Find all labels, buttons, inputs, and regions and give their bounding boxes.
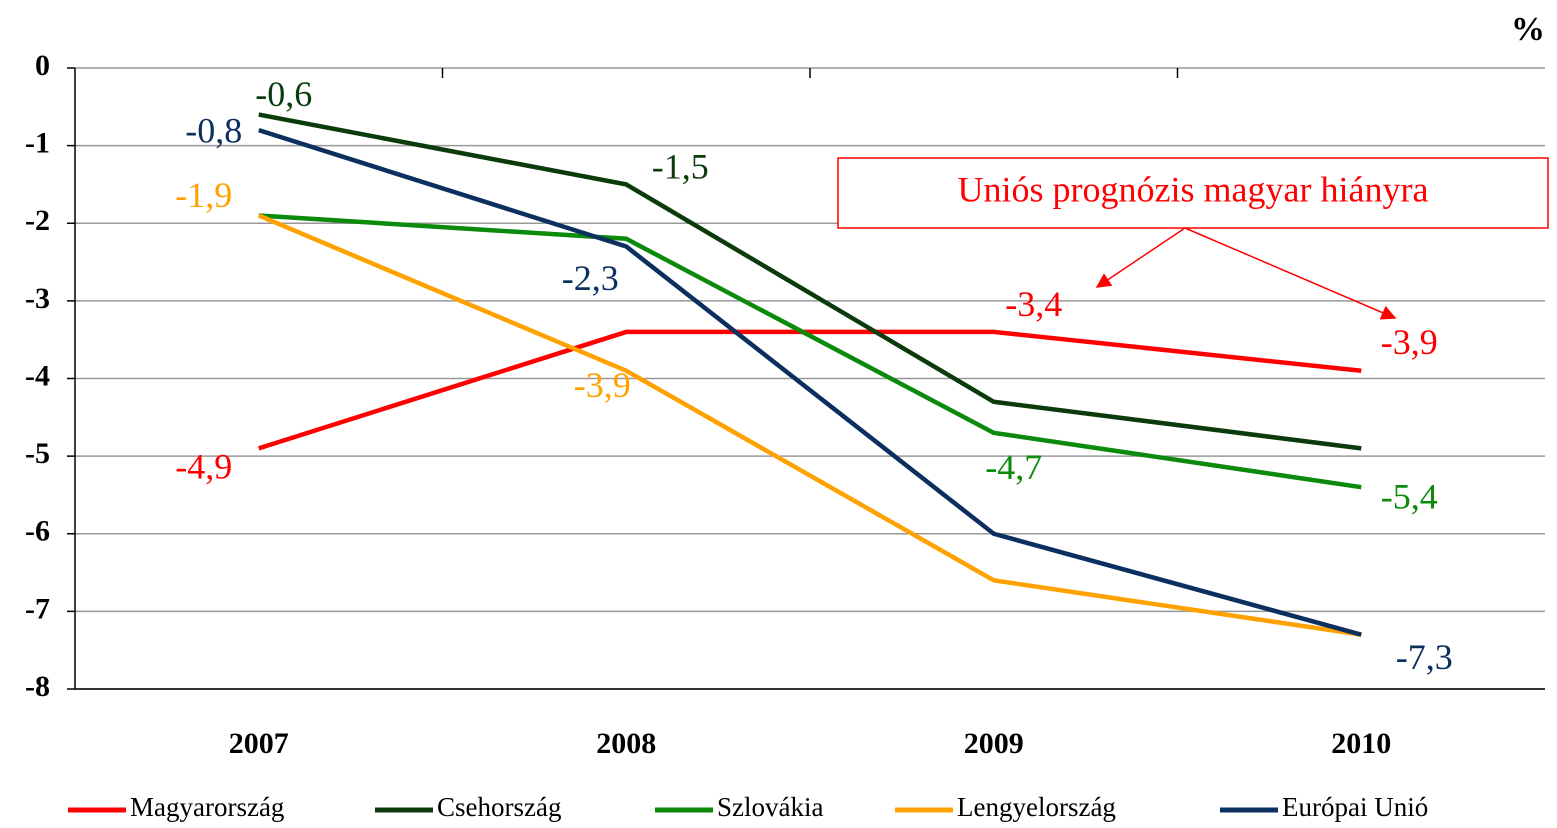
data-label: -0,6 <box>255 74 312 114</box>
data-label: -0,8 <box>185 110 242 150</box>
x-tick-label: 2007 <box>229 727 289 760</box>
x-tick-label: 2010 <box>1331 727 1391 760</box>
annotation-box <box>837 157 1549 229</box>
y-tick-label: -8 <box>25 670 50 703</box>
data-label: -3,9 <box>1381 322 1438 362</box>
series-line <box>258 329 1362 451</box>
y-tick-label: -2 <box>25 204 50 237</box>
data-label: -7,3 <box>1396 637 1453 677</box>
y-tick-label: -4 <box>25 359 50 392</box>
y-tick-label: 0 <box>35 49 50 82</box>
data-label: -4,9 <box>175 447 232 487</box>
legend-label: Lengyelország <box>957 792 1116 822</box>
data-label: -5,4 <box>1381 476 1438 516</box>
data-label: -3,9 <box>574 365 631 405</box>
annotation-arrow <box>1184 227 1397 320</box>
data-label: -2,3 <box>562 258 619 298</box>
y-tick-label: -1 <box>25 127 50 160</box>
data-label: -1,5 <box>652 147 709 187</box>
y-tick-label: -5 <box>25 437 50 470</box>
series-line <box>258 127 1362 637</box>
annotation: Uniós prognózis magyar hiányra <box>958 169 1429 209</box>
y-tick-label: -7 <box>25 592 50 625</box>
y-tick-label: -3 <box>25 282 50 315</box>
annotation-arrow <box>1095 227 1186 288</box>
x-tick-label: 2008 <box>596 727 656 760</box>
data-label: -4,7 <box>985 447 1042 487</box>
legend-label: Csehország <box>437 792 561 822</box>
legend-label: Szlovákia <box>717 792 823 822</box>
data-label: -1,9 <box>175 175 232 215</box>
data-label: -3,4 <box>1005 284 1062 324</box>
y-tick-label: -6 <box>25 515 50 548</box>
series-line <box>258 112 1362 451</box>
y-axis-unit: % <box>1511 11 1545 48</box>
legend-label: Magyarország <box>130 792 284 822</box>
x-tick-label: 2009 <box>964 727 1024 760</box>
series-line <box>257 213 1362 637</box>
legend-label: Európai Unió <box>1282 792 1428 822</box>
series-line <box>258 213 1362 490</box>
